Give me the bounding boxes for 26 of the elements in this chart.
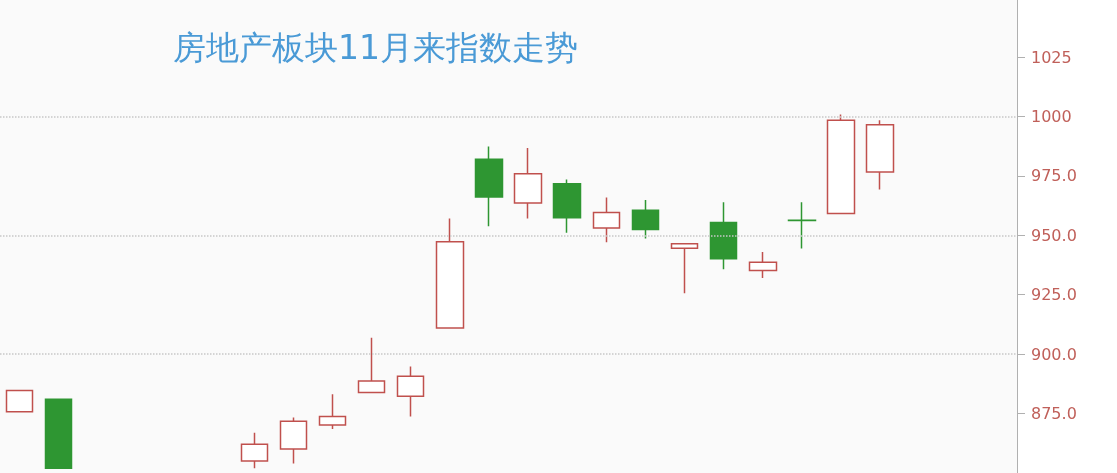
candlestick	[748, 251, 778, 279]
candlestick	[279, 416, 308, 465]
y-tick-label: 925.0	[1031, 285, 1077, 305]
candlestick	[357, 337, 386, 394]
candlestick	[552, 178, 582, 234]
candlestick	[670, 243, 699, 295]
y-tick-label: 975.0	[1031, 166, 1077, 186]
candlestick	[631, 199, 660, 240]
candlestick	[44, 398, 73, 469]
y-tick-label: 950.0	[1031, 225, 1077, 245]
candlestick	[709, 201, 738, 271]
candlestick	[435, 217, 465, 329]
candlestick	[396, 365, 425, 418]
y-tick-label: 1025	[1031, 47, 1072, 67]
candlestick	[318, 393, 347, 430]
candlestick	[513, 147, 543, 220]
y-tick-label: 900.0	[1031, 344, 1077, 364]
y-tick-label: 1000	[1031, 106, 1072, 126]
candlestick	[592, 196, 621, 243]
y-tick-label: 875.0	[1031, 404, 1077, 424]
candlestick	[240, 432, 269, 469]
candlestick	[865, 119, 895, 191]
candlestick	[5, 389, 34, 413]
candlestick	[474, 145, 504, 228]
text: 房地产板块11月来指数走势	[173, 28, 578, 67]
candlestick	[826, 113, 856, 215]
